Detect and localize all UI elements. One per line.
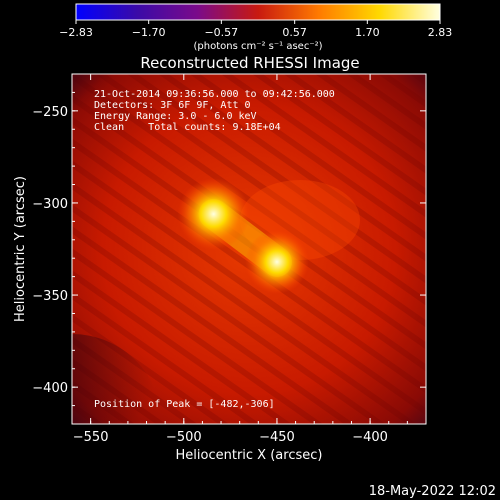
clean-annotation: Clean Total counts: 9.18E+04 <box>94 122 281 133</box>
colorbar-tick-label: −2.83 <box>59 26 93 39</box>
x-tick-label: −550 <box>73 430 109 445</box>
time-range-annotation: 21-Oct-2014 09:36:56.000 to 09:42:56.000 <box>94 89 335 100</box>
colorbar-tick-label: 0.57 <box>282 26 307 39</box>
axis-ticks: −550 −500 −450 −400 −250 −300 −350 −400 <box>32 73 427 445</box>
colorbar <box>75 3 441 21</box>
x-axis-label: Heliocentric X (arcsec) <box>176 448 323 463</box>
x-tick-label: −450 <box>259 430 295 445</box>
heatmap-image <box>72 74 426 424</box>
y-tick-label: −300 <box>32 197 68 212</box>
plot-frame <box>71 73 427 425</box>
colorbar-tick-label: −0.57 <box>204 26 238 39</box>
footer-date: 18-May-2022 12:02 <box>369 484 496 499</box>
emission-source <box>177 178 250 250</box>
colorbar-tick-label: 1.70 <box>355 26 380 39</box>
y-axis-label: Heliocentric Y (arcsec) <box>13 176 28 322</box>
colorbar-tick-label: −1.70 <box>132 26 166 39</box>
detectors-annotation: Detectors: 3F 6F 9F, Att 0 <box>94 100 251 111</box>
emission-source <box>245 230 309 294</box>
y-tick-label: −400 <box>32 381 68 396</box>
energy-annotation: Energy Range: 3.0 - 6.0 keV <box>94 111 257 122</box>
peak-annotation: Position of Peak = [-482,-306] <box>94 399 275 410</box>
colorbar-ticks: −2.83 −1.70 −0.57 0.57 1.70 2.83 <box>59 20 452 39</box>
colorbar-tick-label: 2.83 <box>428 26 453 39</box>
colorbar-label: (photons cm⁻² s⁻¹ asec⁻²) <box>193 41 322 52</box>
x-tick-label: −400 <box>352 430 388 445</box>
x-tick-label: −500 <box>166 430 202 445</box>
chart-title: Reconstructed RHESSI Image <box>140 54 359 72</box>
y-tick-label: −250 <box>32 105 68 120</box>
y-tick-label: −350 <box>32 289 68 304</box>
